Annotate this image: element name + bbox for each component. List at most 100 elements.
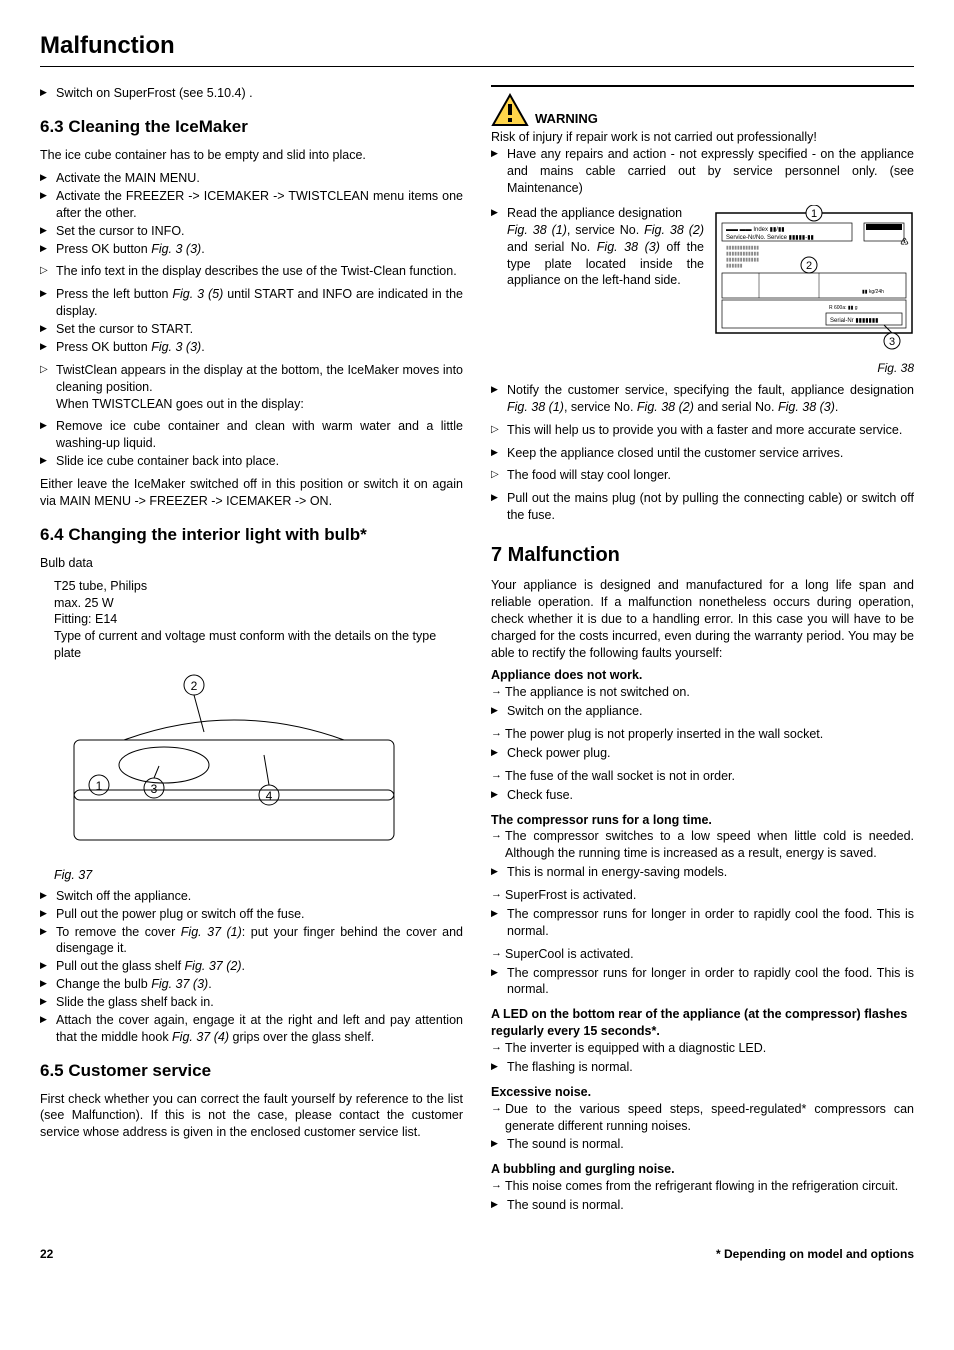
left-column: Switch on SuperFrost (see 5.10.4) . 6.3 … [40,85,463,1222]
step-item: Activate the MAIN MENU. [54,170,463,187]
footer-note: * Depending on model and options [716,1246,914,1262]
bulb-data-block: T25 tube, Philips max. 25 W Fitting: E14… [54,578,463,662]
paragraph: First check whether you can correct the … [40,1091,463,1142]
steps-63b: Press the left button Fig. 3 (5) until S… [40,286,463,356]
result-item: The food will stay cool longer. [505,467,914,484]
action-list: This is normal in energy-saving models. [491,864,914,881]
troubleshoot-block: Appliance does not work.The appliance is… [491,667,914,803]
cause-item: The fuse of the wall socket is not in or… [505,768,914,785]
read-appliance-row: Read the appliance designation Fig. 38 (… [491,205,914,376]
notify-result: This will help us to provide you with a … [491,422,914,439]
action-item: Switch on the appliance. [505,703,914,720]
step-item: Pull out the mains plug (not by pulling … [505,490,914,524]
cause-list: Due to the various speed steps, speed-re… [491,1101,914,1135]
action-item: The sound is normal. [505,1197,914,1214]
svg-text:▮▮ kg/24h: ▮▮ kg/24h [862,289,884,295]
step-item: Have any repairs and action - not expres… [505,146,914,197]
step-item: Pull out the power plug or switch off th… [54,906,463,923]
troubleshoot-title: Excessive noise. [491,1084,914,1101]
steps-63c: Remove ice cube container and clean with… [40,418,463,470]
cause-list: This noise comes from the refrigerant fl… [491,1178,914,1195]
troubleshoot-container: Appliance does not work.The appliance is… [491,667,914,1214]
troubleshoot-block: A LED on the bottom rear of the applianc… [491,1006,914,1076]
troubleshoot-block: A bubbling and gurgling noise.This noise… [491,1161,914,1214]
action-item: This is normal in energy-saving models. [505,864,914,881]
svg-text:2: 2 [191,679,198,693]
heading-6-3: 6.3 Cleaning the IceMaker [40,116,463,139]
steps-63a: Activate the MAIN MENU. Activate the FRE… [40,170,463,257]
troubleshoot-title: The compressor runs for a long time. [491,812,914,829]
result-63a: The info text in the display describes t… [40,263,463,280]
cause-item: The appliance is not switched on. [505,684,914,701]
svg-text:▮▮▮▮▮▮: ▮▮▮▮▮▮ [726,263,743,269]
bulb-data-label: Bulb data [40,555,463,572]
result-item: TwistClean appears in the display at the… [54,362,463,413]
action-list: The sound is normal. [491,1197,914,1214]
step-item: Pull out the glass shelf Fig. 37 (2). [54,958,463,975]
step-item: Notify the customer service, specifying … [505,382,914,416]
svg-text:Service-Nr/No. Service ▮▮▮▮▮-▮: Service-Nr/No. Service ▮▮▮▮▮-▮▮ [726,235,814,241]
cause-list: The fuse of the wall socket is not in or… [491,768,914,785]
notify-steps: Notify the customer service, specifying … [491,382,914,416]
figure-38-caption: Fig. 38 [714,360,914,376]
cause-list: The compressor switches to a low speed w… [491,828,914,862]
result-item: This will help us to provide you with a … [505,422,914,439]
cause-item: SuperFrost is activated. [505,887,914,904]
action-item: The compressor runs for longer in order … [505,906,914,940]
step-item: Switch off the appliance. [54,888,463,905]
cause-list: SuperCool is activated. [491,946,914,963]
troubleshoot-title: A LED on the bottom rear of the applianc… [491,1006,914,1040]
cause-item: The compressor switches to a low speed w… [505,828,914,862]
troubleshoot-title: A bubbling and gurgling noise. [491,1161,914,1178]
action-item: Check power plug. [505,745,914,762]
result-63b: TwistClean appears in the display at the… [40,362,463,413]
figure-37: 2 1 3 4 [54,670,463,865]
read-label: Read the appliance designation [507,206,682,220]
svg-text:1: 1 [811,208,817,220]
result-text: TwistClean appears in the display at the… [56,363,463,394]
svg-text:1: 1 [96,779,103,793]
svg-text:♳: ♳ [900,237,909,248]
cause-list: SuperFrost is activated. [491,887,914,904]
step-item: To remove the cover Fig. 37 (1): put you… [54,924,463,958]
cause-item: The power plug is not properly inserted … [505,726,914,743]
warning-text: Risk of injury if repair work is not car… [491,129,914,146]
step-item: Activate the FREEZER -> ICEMAKER -> TWIS… [54,188,463,222]
bulb-line: Type of current and voltage must conform… [54,628,463,662]
action-item: The compressor runs for longer in order … [505,965,914,999]
svg-text:2: 2 [806,260,812,272]
steps-64: Switch off the appliance. Pull out the p… [40,888,463,1046]
action-item: The flashing is normal. [505,1059,914,1076]
result-item: The info text in the display describes t… [54,263,463,280]
page-footer: 22 * Depending on model and options [40,1246,914,1262]
figure-37-caption: Fig. 37 [54,867,463,884]
action-item: Check fuse. [505,787,914,804]
step-item: Slide the glass shelf back in. [54,994,463,1011]
troubleshoot-block: Excessive noise.Due to the various speed… [491,1084,914,1154]
svg-text:3: 3 [151,782,158,796]
paragraph: Either leave the IceMaker switched off i… [40,476,463,510]
step-item: Remove ice cube container and clean with… [54,418,463,452]
action-list: The flashing is normal. [491,1059,914,1076]
pull-steps: Pull out the mains plug (not by pulling … [491,490,914,524]
bulb-line: max. 25 W [54,595,463,612]
two-column-layout: Switch on SuperFrost (see 5.10.4) . 6.3 … [40,85,914,1222]
paragraph: Your appliance is designed and manufactu… [491,577,914,661]
page-number: 22 [40,1246,53,1262]
step-item: Set the cursor to START. [54,321,463,338]
cause-item: The inverter is equipped with a diagnost… [505,1040,914,1057]
cause-item: Due to the various speed steps, speed-re… [505,1101,914,1135]
read-appliance-text: Read the appliance designation Fig. 38 (… [491,205,704,290]
step-item: Change the bulb Fig. 37 (3). [54,976,463,993]
action-list: Switch on the appliance. [491,703,914,720]
step-item: Press the left button Fig. 3 (5) until S… [54,286,463,320]
action-list: Check power plug. [491,745,914,762]
bulb-line: Fitting: E14 [54,611,463,628]
cause-item: SuperCool is activated. [505,946,914,963]
page-title: Malfunction [40,30,914,62]
action-list: The compressor runs for longer in order … [491,906,914,940]
step-item: Set the cursor to INFO. [54,223,463,240]
bulb-line: T25 tube, Philips [54,578,463,595]
troubleshoot-title: Appliance does not work. [491,667,914,684]
heading-6-5: 6.5 Customer service [40,1060,463,1083]
